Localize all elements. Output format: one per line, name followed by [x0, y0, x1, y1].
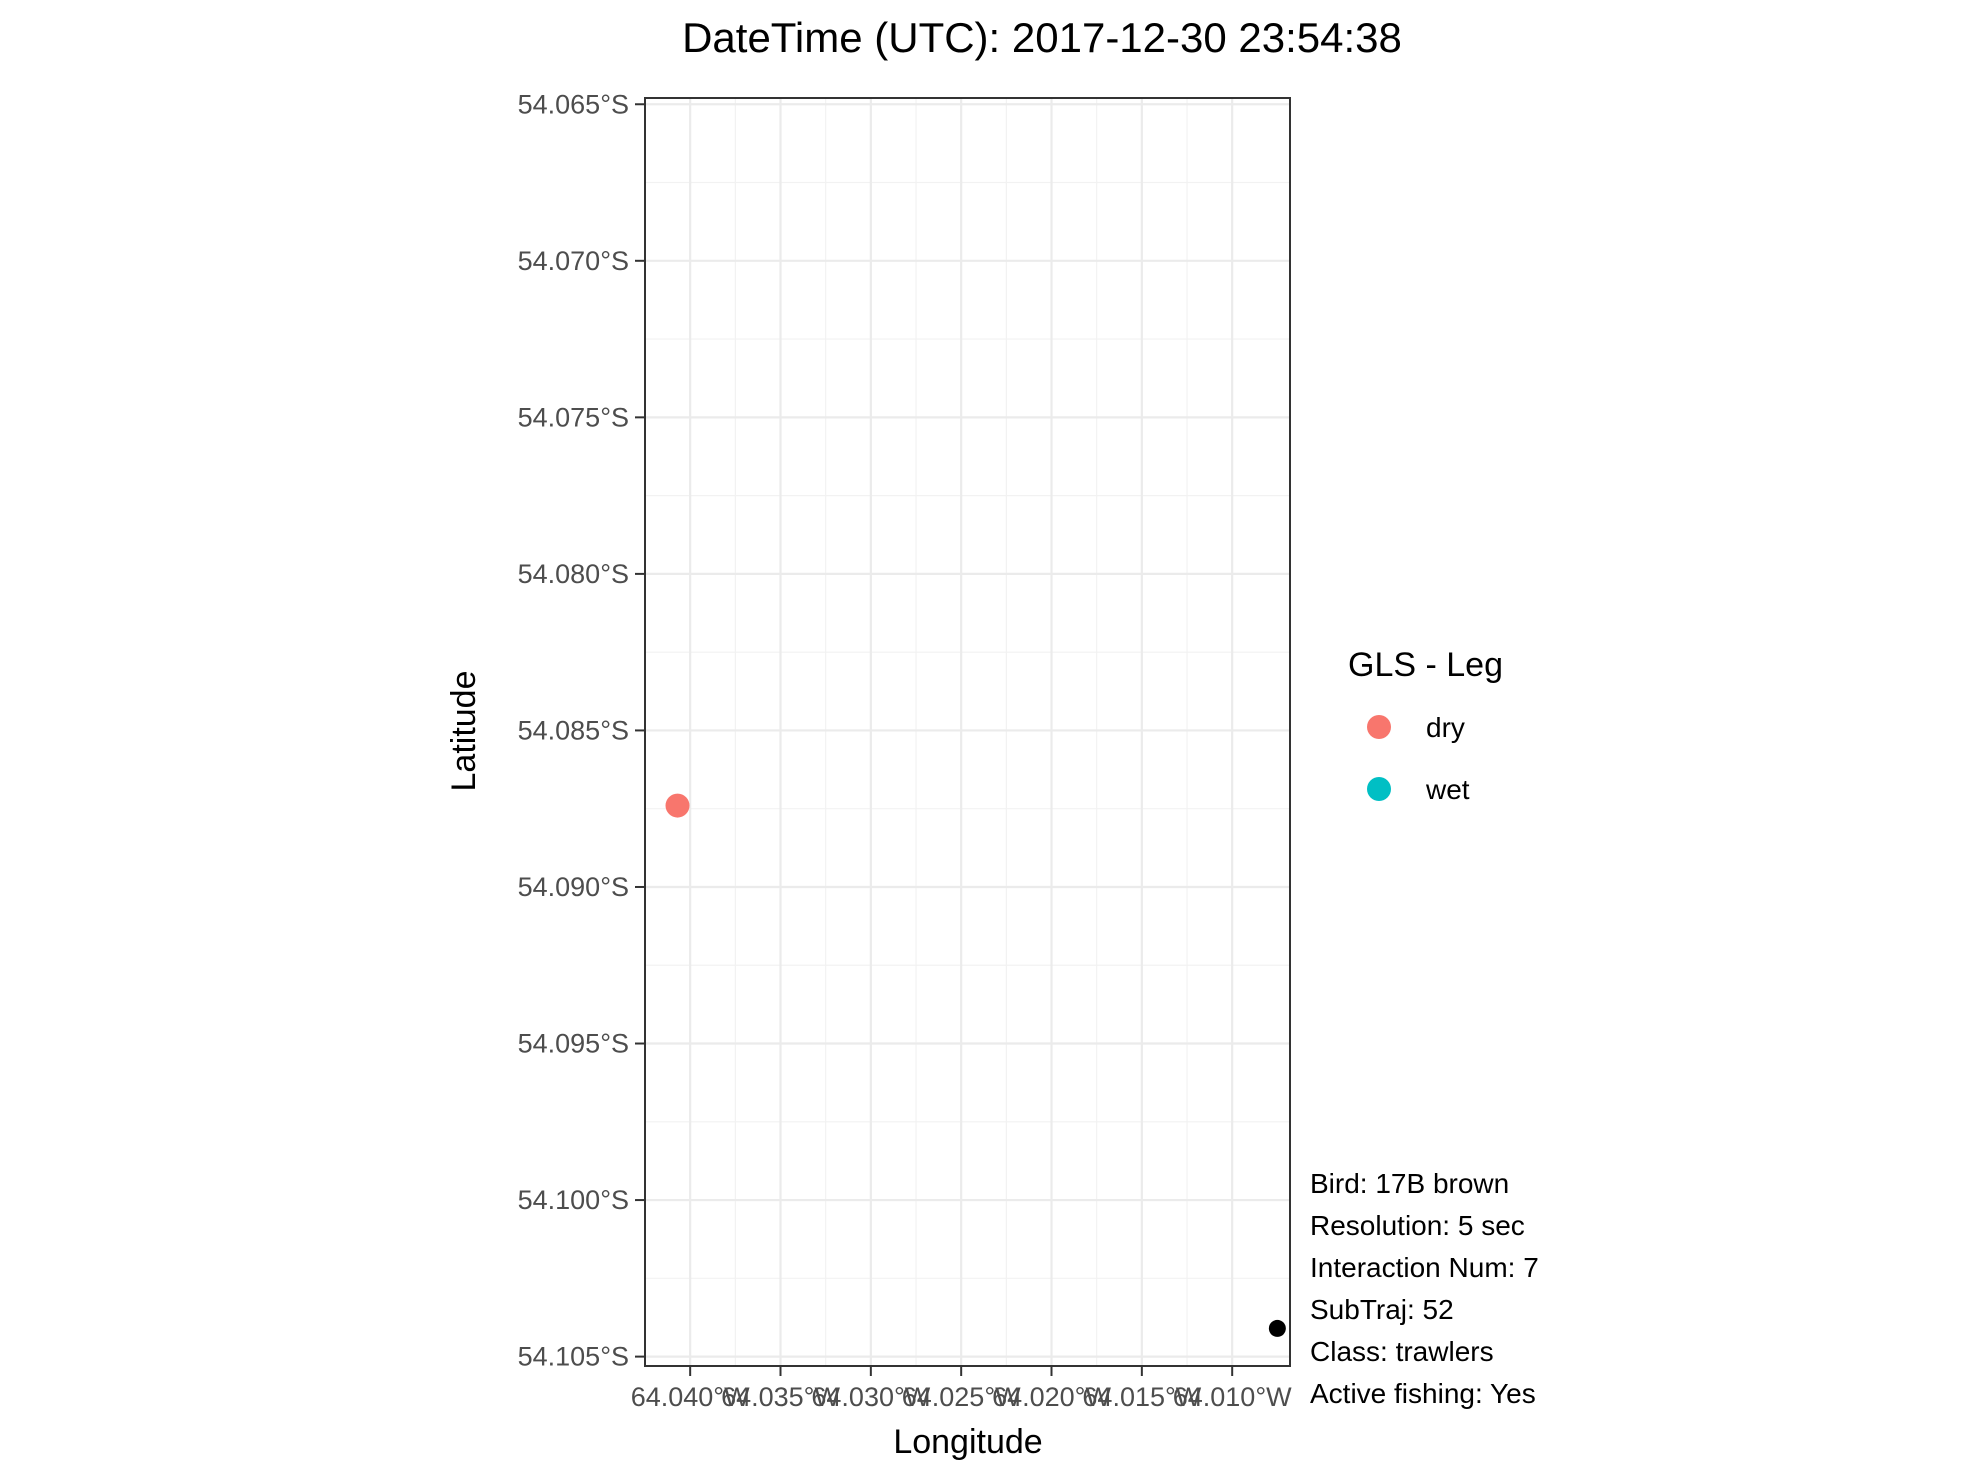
legend-key-dry — [1367, 715, 1391, 739]
y-tick-label: 54.105°S — [518, 1342, 629, 1372]
info-class: Class: trawlers — [1310, 1336, 1494, 1367]
chart-title: DateTime (UTC): 2017-12-30 23:54:38 — [682, 14, 1402, 61]
legend: GLS - Leg dry wet — [1348, 646, 1503, 805]
legend-title: GLS - Leg — [1348, 646, 1503, 684]
y-tick-label: 54.090°S — [518, 872, 629, 902]
x-tick-label: 64.035°W — [721, 1382, 840, 1412]
x-tick-label: 64.020°W — [992, 1382, 1111, 1412]
x-tick-label: 64.010°W — [1173, 1382, 1292, 1412]
data-point-dry — [665, 793, 690, 818]
y-tick-label: 54.100°S — [518, 1185, 629, 1215]
info-interaction-num: Interaction Num: 7 — [1310, 1252, 1539, 1283]
x-tick-label: 64.015°W — [1082, 1382, 1201, 1412]
y-tick-label: 54.070°S — [518, 246, 629, 276]
legend-label-wet: wet — [1425, 774, 1470, 805]
y-tick-label: 54.075°S — [518, 402, 629, 432]
info-subtraj: SubTraj: 52 — [1310, 1294, 1454, 1325]
x-tick-label: 64.025°W — [902, 1382, 1021, 1412]
y-tick-label: 54.085°S — [518, 715, 629, 745]
info-annotation: Bird: 17B brown Resolution: 5 sec Intera… — [1310, 1168, 1539, 1409]
data-point-current — [1268, 1319, 1286, 1337]
info-bird: Bird: 17B brown — [1310, 1168, 1509, 1199]
data-points — [665, 793, 1286, 1337]
plot-panel-border — [644, 97, 1291, 1367]
grid — [645, 98, 1290, 1366]
info-active-fishing: Active fishing: Yes — [1310, 1378, 1536, 1409]
axes: 54.065°S 54.070°S 54.075°S 54.080°S 54.085°S… — [518, 89, 1293, 1412]
legend-key-wet — [1367, 777, 1391, 801]
y-tick-label: 54.095°S — [518, 1029, 629, 1059]
y-tick-label: 54.080°S — [518, 559, 629, 589]
info-resolution: Resolution: 5 sec — [1310, 1210, 1525, 1241]
y-tick-label: 54.065°S — [518, 89, 629, 119]
x-tick-label: 64.030°W — [811, 1382, 930, 1412]
legend-label-dry: dry — [1426, 712, 1465, 743]
x-axis-title: Longitude — [893, 1423, 1042, 1461]
y-axis-title: Latitude — [445, 671, 483, 792]
x-tick-label: 64.040°W — [631, 1382, 750, 1412]
